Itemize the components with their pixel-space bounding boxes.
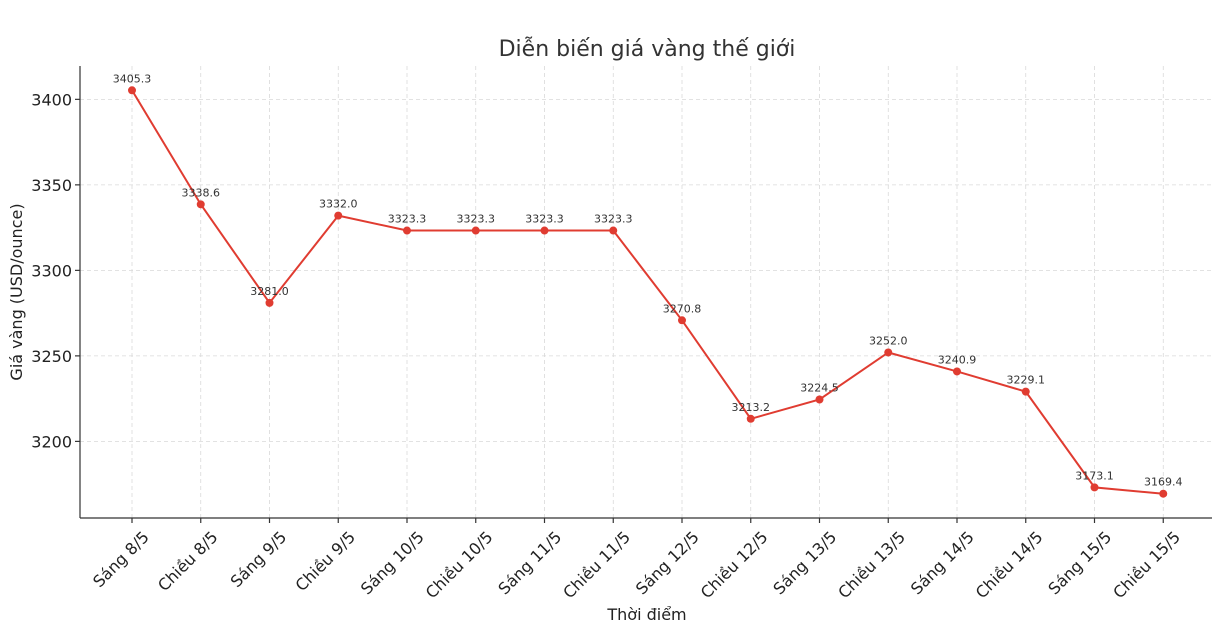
data-point bbox=[746, 414, 755, 423]
data-point bbox=[1159, 489, 1168, 498]
data-label: 3338.6 bbox=[182, 186, 221, 199]
data-label: 3332.0 bbox=[319, 198, 358, 211]
data-label: 3323.3 bbox=[525, 213, 564, 226]
y-axis-label: Giá vàng (USD/ounce) bbox=[7, 203, 26, 380]
data-point bbox=[815, 395, 824, 404]
y-tick-label: 3200 bbox=[31, 432, 72, 451]
x-tick-label: Sáng 13/5 bbox=[769, 527, 840, 598]
x-tick-label: Sáng 9/5 bbox=[227, 527, 291, 591]
y-axis-ticks: 3200 3250 3300 3350 3400 bbox=[31, 90, 80, 451]
x-tick-label: Chiều 10/5 bbox=[422, 527, 497, 602]
data-label: 3281.0 bbox=[250, 285, 289, 298]
y-tick-label: 3350 bbox=[31, 176, 72, 195]
x-tick-label: Chiều 13/5 bbox=[834, 527, 909, 602]
data-point bbox=[265, 298, 274, 307]
data-point bbox=[678, 316, 686, 325]
data-label: 3240.9 bbox=[938, 353, 977, 366]
data-label: 3405.3 bbox=[113, 72, 152, 85]
x-tick-label: Sáng 14/5 bbox=[907, 527, 978, 598]
x-tick-label: Sáng 11/5 bbox=[494, 527, 565, 598]
x-tick-label: Chiều 15/5 bbox=[1109, 527, 1184, 602]
data-label: 3323.3 bbox=[388, 213, 427, 226]
y-tick-label: 3300 bbox=[31, 261, 72, 280]
x-tick-label: Chiều 14/5 bbox=[972, 527, 1047, 602]
x-tick-label: Chiều 8/5 bbox=[154, 527, 222, 595]
data-labels: 3405.3 3338.6 3281.0 3332.0 3323.3 3323.3 3323… bbox=[113, 72, 1183, 488]
data-label: 3213.2 bbox=[732, 401, 771, 414]
data-point bbox=[196, 200, 205, 209]
y-tick-label: 3250 bbox=[31, 347, 72, 366]
data-point bbox=[471, 226, 480, 235]
data-point bbox=[953, 367, 961, 376]
x-tick-label: Chiều 9/5 bbox=[291, 527, 359, 595]
data-point bbox=[540, 226, 549, 235]
data-label: 3173.1 bbox=[1075, 469, 1114, 482]
data-point bbox=[128, 86, 136, 95]
x-tick-label: Sáng 12/5 bbox=[632, 527, 703, 598]
x-tick-label: Sáng 8/5 bbox=[89, 527, 153, 591]
data-label: 3270.8 bbox=[663, 302, 702, 315]
data-label: 3224.5 bbox=[800, 381, 839, 394]
data-label: 3252.0 bbox=[869, 334, 908, 347]
data-point bbox=[884, 348, 893, 357]
x-axis-label: Thời điểm bbox=[606, 605, 686, 624]
data-label: 3229.1 bbox=[1007, 374, 1046, 387]
data-point bbox=[1021, 387, 1030, 396]
x-tick-label: Sáng 15/5 bbox=[1044, 527, 1115, 598]
data-label: 3323.3 bbox=[594, 213, 633, 226]
data-point bbox=[403, 226, 411, 235]
chart-title: Diễn biến giá vàng thế giới bbox=[499, 36, 796, 62]
data-point bbox=[334, 211, 343, 220]
x-tick-label: Chiều 12/5 bbox=[697, 527, 772, 602]
data-label: 3323.3 bbox=[457, 213, 496, 226]
data-point bbox=[609, 226, 618, 235]
series-layer bbox=[128, 86, 1168, 498]
x-tick-label: Chiều 11/5 bbox=[559, 527, 634, 602]
x-tick-label: Sáng 10/5 bbox=[357, 527, 428, 598]
series-line bbox=[131, 89, 1164, 495]
data-label: 3169.4 bbox=[1144, 476, 1183, 489]
grid bbox=[80, 66, 1212, 518]
y-tick-label: 3400 bbox=[31, 90, 72, 109]
data-point bbox=[1090, 483, 1099, 492]
